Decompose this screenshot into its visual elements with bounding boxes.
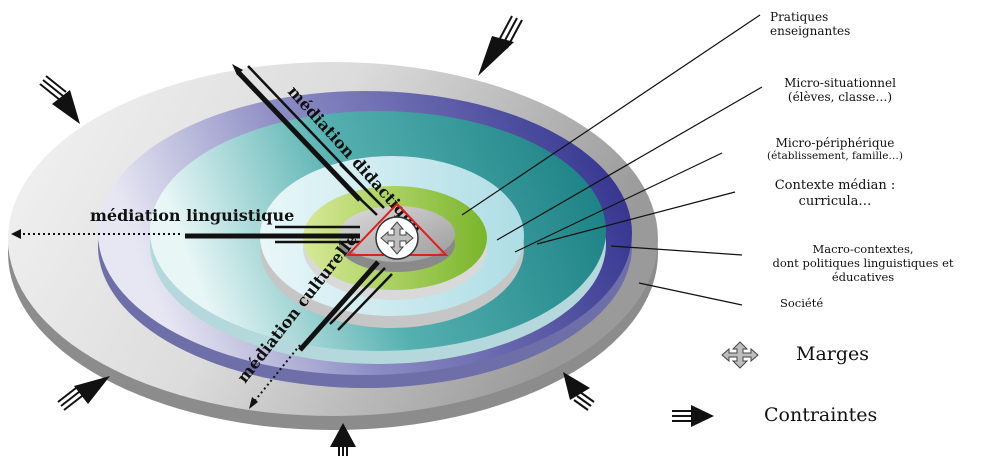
label-macro-line1: Macro-contextes, xyxy=(812,242,914,256)
label-contexte-median-line2: curricula… xyxy=(798,193,872,209)
label-pratiques: Pratiques enseignantes xyxy=(770,10,890,39)
leader-lines xyxy=(461,14,763,306)
legend-marges-label: Marges xyxy=(796,343,870,365)
label-contexte-median: Contexte médian : curricula… xyxy=(760,178,910,209)
label-macro-line2: dont politiques linguistiques et xyxy=(772,255,954,270)
label-micro-peripherique-line2: (établissement, famille…) xyxy=(766,150,904,163)
label-macro: Macro-contextes, dont politiques linguis… xyxy=(745,242,981,284)
axis-culturelle-arrowhead xyxy=(249,397,258,409)
constraint-arrow-icon xyxy=(478,15,523,76)
center-four-way-arrow-icon xyxy=(375,216,419,260)
axis-label-linguistique: médiation linguistique xyxy=(90,206,294,225)
axis-linguistique-arrowhead xyxy=(11,229,21,239)
constraint-arrow-icon xyxy=(39,75,80,124)
label-contexte-median-line1: Contexte médian : xyxy=(774,178,896,193)
constraint-arrow-icon xyxy=(57,376,110,411)
constraint-arrows xyxy=(39,15,595,456)
label-micro-peripherique-line1: Micro-périphérique xyxy=(775,136,895,150)
constraint-arrow-icon xyxy=(563,372,595,411)
label-micro-situationnel: Micro-situationnel (élèves, classe…) xyxy=(760,76,920,105)
label-societe: Société xyxy=(780,296,824,310)
label-micro-situationnel-line2: (élèves, classe…) xyxy=(787,90,893,105)
label-micro-situationnel-line1: Micro-situationnel xyxy=(784,76,896,90)
constraint-arrow-icon xyxy=(330,423,356,456)
legend-marges-icon xyxy=(721,341,759,369)
legend-contraintes-label: Contraintes xyxy=(764,404,878,426)
mediation-axes xyxy=(11,64,393,409)
legend-contraintes-icon xyxy=(672,405,714,427)
label-micro-peripherique: Micro-périphérique (établissement, famil… xyxy=(730,136,940,163)
label-pratiques-line1: Pratiques xyxy=(770,10,829,24)
label-macro-line3: éducatives xyxy=(831,269,895,284)
label-pratiques-line2: enseignantes xyxy=(770,24,851,39)
